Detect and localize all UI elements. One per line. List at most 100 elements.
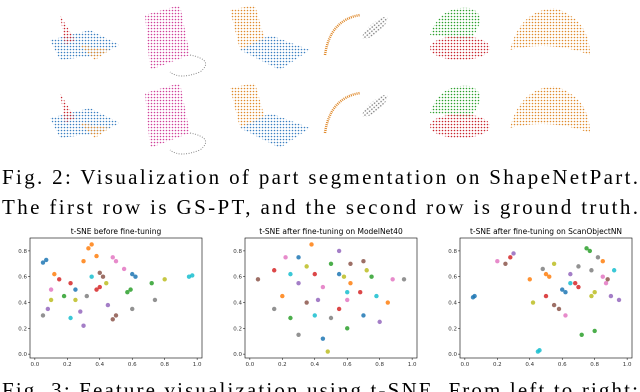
y-tick-label: 0.4	[18, 301, 27, 307]
point	[105, 302, 111, 308]
y-tick-label: 0.8	[448, 249, 457, 255]
point	[296, 280, 301, 286]
point	[89, 242, 94, 247]
point	[576, 284, 581, 290]
point	[589, 268, 594, 273]
point	[68, 280, 73, 286]
x-tick-label: 0.0	[30, 362, 39, 368]
point	[190, 273, 195, 278]
point	[309, 242, 314, 247]
point	[345, 289, 350, 295]
point	[84, 293, 89, 299]
point	[592, 328, 597, 334]
point	[348, 280, 353, 286]
chart-title: t-SNE after fine-tuning on ScanObjectNN	[470, 227, 622, 236]
point	[336, 306, 342, 312]
point	[110, 317, 115, 322]
point	[272, 268, 277, 273]
y-tick-label: 0.6	[233, 275, 242, 281]
x-tick-label: 0.4	[95, 362, 104, 368]
x-tick-label: 1.0	[193, 362, 202, 368]
point	[328, 261, 334, 267]
point	[315, 297, 321, 303]
point	[52, 271, 57, 277]
point	[540, 266, 545, 272]
point	[584, 246, 589, 251]
point	[547, 274, 552, 279]
point	[40, 313, 46, 318]
prediction-row	[48, 3, 592, 78]
y-tick-label: 0.2	[18, 326, 27, 332]
point	[401, 277, 407, 282]
point	[149, 280, 154, 286]
point	[616, 297, 622, 303]
point	[288, 271, 293, 277]
plot-frame	[244, 237, 418, 359]
point	[364, 268, 369, 273]
point	[495, 259, 500, 264]
point	[97, 284, 102, 290]
ground-truth-row	[48, 81, 592, 156]
point	[57, 277, 62, 282]
point	[89, 274, 94, 279]
point	[255, 277, 261, 282]
point	[336, 248, 342, 254]
point	[573, 280, 578, 286]
y-tick-label: 0.6	[448, 275, 457, 281]
point	[563, 313, 568, 318]
point	[345, 326, 350, 331]
point	[113, 313, 119, 318]
point	[595, 255, 601, 260]
point	[503, 261, 508, 267]
chart-title: t-SNE after fine-tuning on ModelNet40	[259, 227, 403, 236]
x-tick-label: 0.8	[160, 362, 169, 368]
point	[48, 297, 54, 303]
y-tick-label: 0.8	[233, 249, 242, 255]
y-tick-label: 0.4	[448, 301, 457, 307]
point	[68, 315, 73, 321]
point	[133, 274, 138, 279]
point	[374, 293, 379, 299]
x-tick-label: 0.4	[525, 362, 534, 368]
point	[81, 323, 86, 328]
y-tick-label: 0.2	[233, 326, 242, 332]
point	[152, 297, 158, 303]
point	[128, 287, 133, 292]
point	[81, 259, 86, 264]
point	[543, 271, 549, 277]
point	[304, 264, 309, 269]
caption-line: The first row is GS-PT, and the second r…	[2, 195, 638, 219]
point	[304, 300, 309, 305]
point	[551, 261, 557, 267]
x-tick-label: 0.6	[128, 362, 137, 368]
y-tick-label: 0.8	[18, 249, 27, 255]
plot-frame	[29, 237, 203, 359]
point	[97, 270, 102, 276]
point	[348, 261, 353, 267]
point	[288, 315, 293, 321]
point	[272, 306, 277, 312]
point	[543, 293, 549, 299]
point	[320, 336, 326, 341]
point	[283, 255, 288, 260]
point	[358, 289, 363, 295]
point	[100, 274, 106, 279]
point	[511, 251, 516, 256]
point	[296, 255, 301, 260]
point	[576, 264, 581, 269]
point	[296, 332, 301, 337]
point	[130, 306, 135, 312]
x-tick-label: 0.2	[493, 362, 502, 368]
x-tick-label: 0.6	[558, 362, 567, 368]
point	[611, 268, 617, 273]
point	[73, 297, 78, 303]
point	[551, 302, 557, 308]
x-tick-label: 0.8	[590, 362, 599, 368]
point	[537, 348, 542, 353]
x-tick-label: 1.0	[408, 362, 417, 368]
point	[312, 313, 317, 318]
point	[113, 259, 119, 264]
x-tick-label: 0.8	[375, 362, 384, 368]
